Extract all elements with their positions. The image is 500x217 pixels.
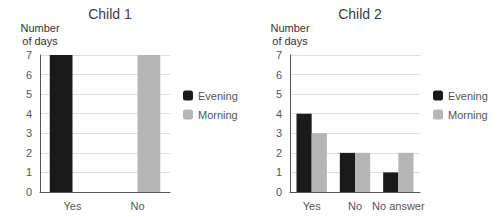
svg-text:6: 6 xyxy=(26,69,32,81)
svg-text:5: 5 xyxy=(26,88,32,100)
svg-text:of days: of days xyxy=(22,35,58,47)
svg-text:1: 1 xyxy=(26,166,32,178)
svg-text:No answer: No answer xyxy=(372,200,425,212)
svg-text:1: 1 xyxy=(276,166,282,178)
svg-text:7: 7 xyxy=(26,49,32,61)
svg-text:Morning: Morning xyxy=(448,109,488,121)
svg-text:2: 2 xyxy=(26,147,32,159)
svg-text:3: 3 xyxy=(26,127,32,139)
svg-text:Evening: Evening xyxy=(198,90,238,102)
svg-text:Number: Number xyxy=(20,22,59,34)
svg-text:7: 7 xyxy=(276,49,282,61)
svg-text:No: No xyxy=(348,200,362,212)
svg-text:3: 3 xyxy=(276,127,282,139)
svg-text:0: 0 xyxy=(276,186,282,198)
svg-text:Evening: Evening xyxy=(448,90,488,102)
svg-text:Morning: Morning xyxy=(198,109,238,121)
svg-text:2: 2 xyxy=(276,147,282,159)
svg-text:Number: Number xyxy=(270,22,309,34)
svg-text:Child 2: Child 2 xyxy=(338,6,382,22)
svg-text:Child 1: Child 1 xyxy=(88,6,132,22)
svg-text:6: 6 xyxy=(276,69,282,81)
svg-text:0: 0 xyxy=(26,186,32,198)
svg-text:Yes: Yes xyxy=(64,200,82,212)
svg-text:4: 4 xyxy=(276,108,282,120)
svg-text:Yes: Yes xyxy=(303,200,321,212)
svg-text:5: 5 xyxy=(276,88,282,100)
svg-text:of days: of days xyxy=(272,35,308,47)
svg-text:4: 4 xyxy=(26,108,32,120)
svg-text:No: No xyxy=(130,200,144,212)
